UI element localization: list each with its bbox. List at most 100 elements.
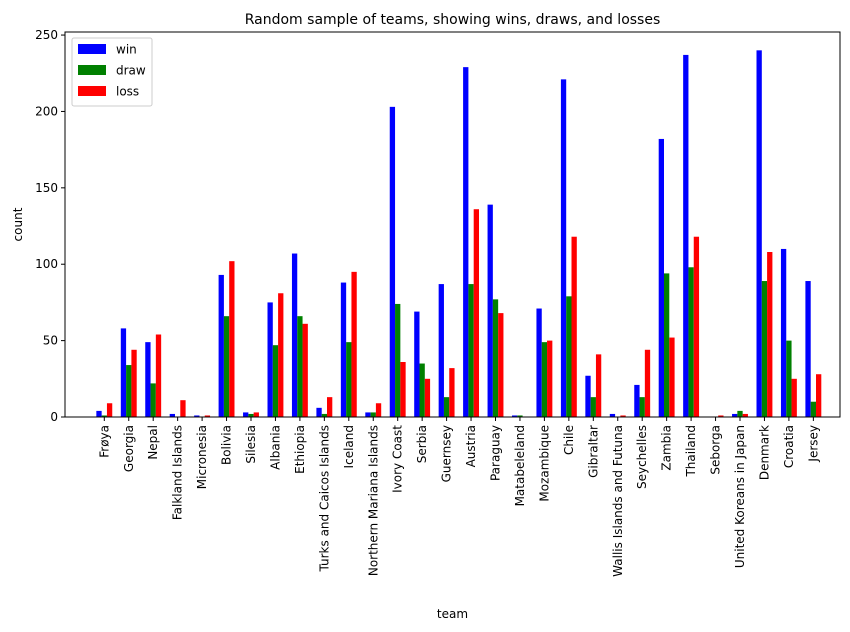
- series-draw: [101, 267, 816, 417]
- x-tick-label: Micronesia: [195, 425, 209, 489]
- bar-loss: [620, 415, 626, 417]
- bar-win: [658, 138, 664, 417]
- bar-loss: [327, 397, 333, 417]
- bar-loss: [498, 313, 504, 417]
- bar-draw: [468, 284, 474, 417]
- bar-loss: [595, 354, 602, 417]
- x-tick-label: Croatia: [782, 425, 796, 468]
- legend-label-draw: draw: [116, 64, 146, 78]
- bar-win: [438, 284, 444, 417]
- bar-win: [732, 413, 738, 417]
- bar-draw: [786, 340, 792, 417]
- bar-win: [512, 415, 518, 417]
- bar-draw: [395, 303, 401, 417]
- y-tick-label: 0: [50, 410, 58, 424]
- x-tick-label: Matabeleland: [513, 425, 527, 506]
- bar-win: [780, 248, 787, 417]
- bar-loss: [131, 349, 137, 417]
- x-tick-label: Frøya: [97, 425, 111, 458]
- bar-loss: [449, 368, 455, 417]
- y-tick-label: 50: [43, 334, 58, 348]
- bar-loss: [424, 378, 431, 417]
- bar-draw: [101, 415, 107, 417]
- bar-win: [585, 375, 591, 417]
- bar-win: [683, 54, 689, 418]
- x-tick-label: Serbia: [415, 425, 429, 463]
- bar-win: [487, 204, 493, 417]
- bar-draw: [223, 316, 230, 417]
- bar-win: [194, 415, 200, 417]
- x-tick-label: Iceland: [342, 425, 356, 468]
- x-tick-label: Denmark: [757, 425, 771, 480]
- x-tick-label: Seborga: [709, 425, 723, 475]
- bar-loss: [473, 209, 479, 417]
- bar-draw: [297, 316, 303, 417]
- x-tick-label: Nepal: [146, 425, 160, 460]
- bar-win: [267, 302, 273, 417]
- bar-draw: [737, 410, 743, 417]
- y-tick-label: 200: [35, 104, 58, 118]
- bar-loss: [400, 362, 406, 417]
- bar-draw: [688, 267, 694, 417]
- plot-frame: [64, 31, 841, 418]
- bar-draw: [664, 273, 670, 417]
- legend-swatch-draw: [78, 65, 106, 75]
- bar-win: [96, 410, 102, 417]
- bar-win: [463, 67, 469, 417]
- bar-win: [389, 106, 396, 418]
- legend-label-loss: loss: [116, 85, 139, 99]
- bar-win: [340, 282, 347, 417]
- bar-win: [218, 274, 224, 417]
- bar-loss: [180, 400, 186, 417]
- bar-win: [365, 412, 371, 417]
- bar-loss: [204, 415, 211, 417]
- bar-win: [609, 413, 616, 417]
- bar-win: [560, 79, 567, 418]
- bar-draw: [761, 281, 768, 417]
- bar-loss: [106, 403, 113, 417]
- bar-draw: [248, 413, 254, 417]
- bars-layer: [96, 50, 822, 418]
- bar-loss: [742, 413, 748, 417]
- bar-draw: [541, 342, 548, 417]
- bar-loss: [644, 349, 651, 417]
- y-axis-title: count: [11, 207, 25, 241]
- bar-loss: [253, 412, 259, 417]
- bar-draw: [517, 415, 523, 417]
- bar-win: [169, 413, 175, 417]
- x-tick-label: Austria: [464, 425, 478, 467]
- x-tick-label: Northern Mariana Islands: [366, 425, 380, 576]
- x-tick-label: Albania: [268, 425, 282, 470]
- x-tick-label: Seychelles: [635, 425, 649, 489]
- y-tick-label: 100: [35, 257, 58, 271]
- bar-draw: [492, 299, 499, 417]
- bar-loss: [278, 293, 284, 417]
- x-tick-label: Chile: [562, 425, 576, 455]
- series-win: [96, 50, 811, 418]
- bar-draw: [346, 342, 352, 417]
- bar-win: [805, 281, 811, 417]
- bar-draw: [443, 397, 450, 417]
- x-tick-label: Ivory Coast: [391, 425, 405, 493]
- x-tick-label: Falkland Islands: [171, 425, 185, 520]
- legend-swatch-win: [78, 44, 106, 54]
- bar-loss: [351, 271, 357, 417]
- x-tick-label: Ethiopia: [293, 425, 307, 474]
- x-tick-label: Turks and Caicos Islands: [317, 425, 331, 572]
- bar-loss: [816, 374, 822, 417]
- bar-draw: [566, 296, 572, 417]
- bar-draw: [150, 383, 156, 417]
- bar-draw: [590, 397, 596, 417]
- x-tick-label: Jersey: [806, 425, 820, 463]
- bar-win: [145, 342, 151, 417]
- bar-draw: [321, 413, 327, 417]
- bar-loss: [718, 415, 724, 417]
- bar-loss: [547, 340, 553, 417]
- bar-draw: [126, 365, 132, 417]
- bar-loss: [375, 403, 382, 417]
- bar-win: [414, 311, 420, 417]
- bar-win: [120, 328, 127, 417]
- x-tick-label: Zambia: [660, 425, 674, 471]
- bar-loss: [155, 334, 162, 417]
- bar-loss: [302, 323, 308, 417]
